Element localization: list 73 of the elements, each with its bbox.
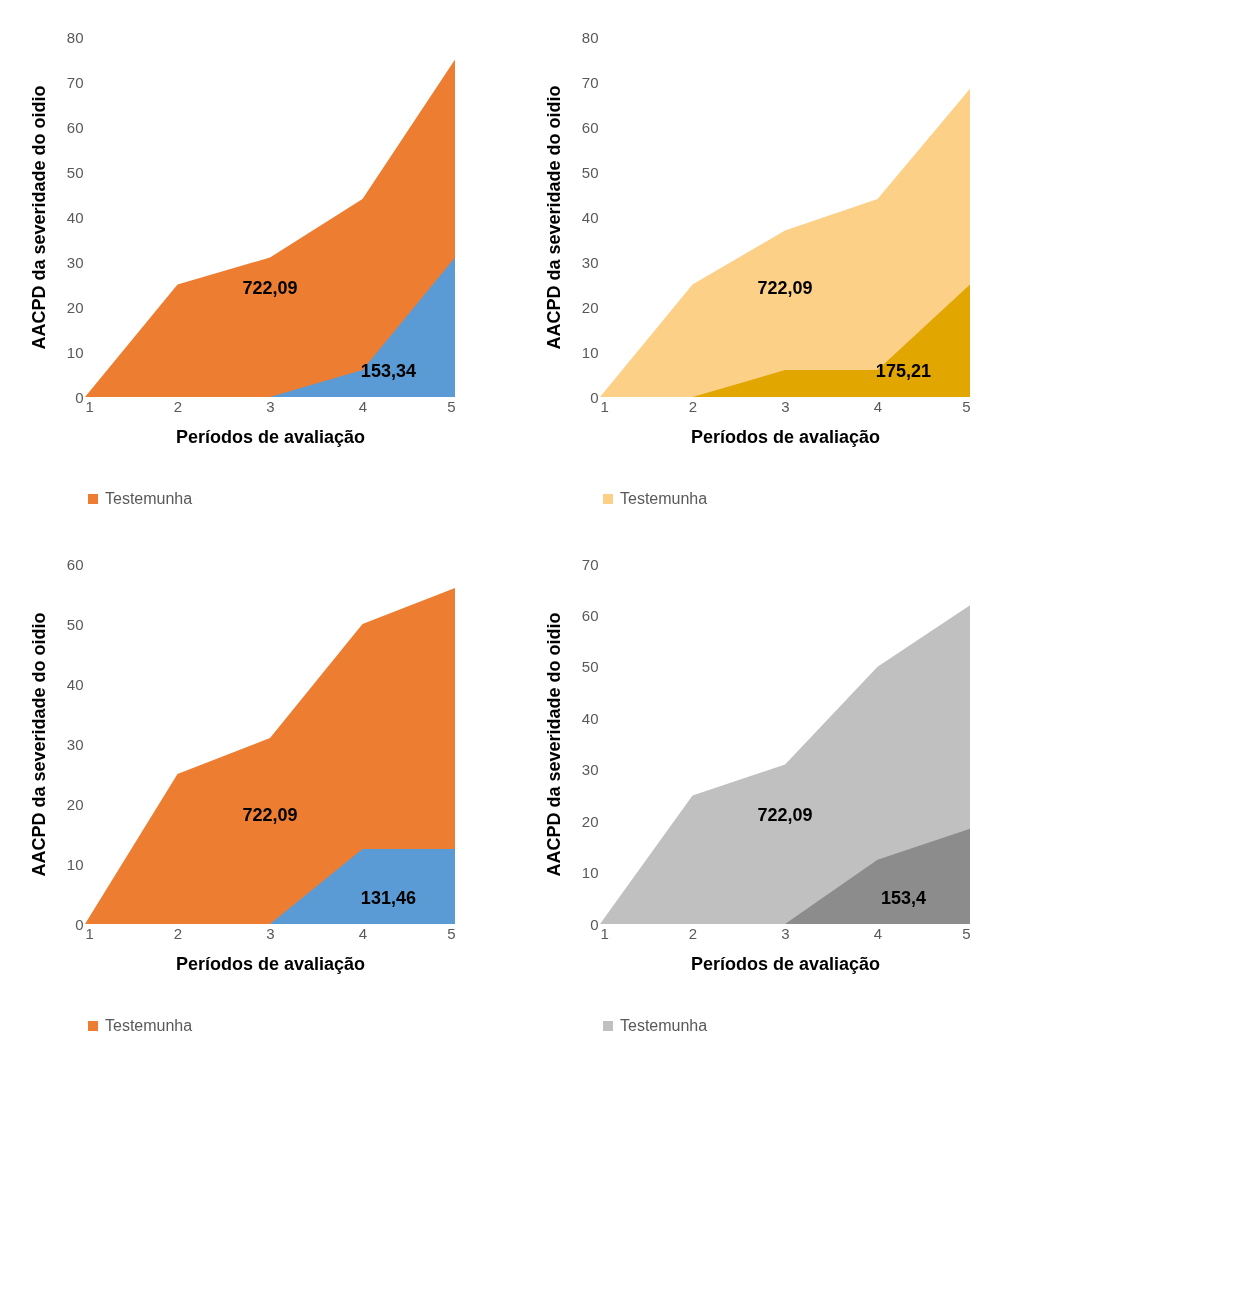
y-tick-label: 80 xyxy=(66,28,84,46)
y-tick-label: 30 xyxy=(66,253,84,271)
x-tick-label: 3 xyxy=(781,924,790,942)
y-tick-label: 60 xyxy=(581,606,599,624)
y-tick-label: 80 xyxy=(581,28,599,46)
y-tick-label: 10 xyxy=(66,343,84,361)
y-tick-label: 50 xyxy=(581,658,599,676)
annotation: 722,09 xyxy=(757,805,813,825)
legend-label: Testemunha xyxy=(620,1017,708,1034)
legend-label: Testemunha xyxy=(105,490,193,507)
y-tick-label: 0 xyxy=(75,388,84,406)
annotation: 131,46 xyxy=(360,887,416,908)
x-axis-title: Períodos de avaliação xyxy=(175,426,366,447)
y-axis-title: AACPD da severidade do oidio xyxy=(543,612,564,877)
x-tick-label: 1 xyxy=(85,924,94,942)
annotation: 722,09 xyxy=(242,805,298,825)
y-tick-label: 60 xyxy=(581,118,599,136)
x-tick-label: 2 xyxy=(173,397,183,415)
x-tick-label: 4 xyxy=(873,924,883,942)
x-tick-label: 5 xyxy=(962,924,971,942)
y-tick-label: 60 xyxy=(66,555,84,573)
y-tick-label: 40 xyxy=(581,709,599,727)
x-tick-label: 1 xyxy=(85,397,94,415)
y-tick-label: 0 xyxy=(590,915,599,933)
x-tick-label: 1 xyxy=(600,397,609,415)
x-tick-label: 1 xyxy=(600,924,609,942)
y-tick-label: 20 xyxy=(66,795,84,813)
y-tick-label: 20 xyxy=(66,298,84,316)
y-tick-label: 70 xyxy=(581,73,599,91)
x-tick-label: 3 xyxy=(781,397,790,415)
x-tick-label: 3 xyxy=(266,924,275,942)
x-tick-label: 3 xyxy=(266,397,275,415)
x-axis-title: Períodos de avaliação xyxy=(690,426,881,447)
y-tick-label: 30 xyxy=(581,761,599,779)
y-tick-label: 20 xyxy=(581,298,599,316)
x-tick-label: 4 xyxy=(873,397,883,415)
y-tick-label: 10 xyxy=(581,864,599,882)
x-tick-label: 5 xyxy=(447,924,456,942)
y-tick-label: 50 xyxy=(66,615,84,633)
y-axis-title: AACPD da severidade do oidio xyxy=(543,85,564,350)
y-tick-label: 70 xyxy=(581,555,599,573)
y-axis-title: AACPD da severidade do oidio xyxy=(28,612,49,877)
annotation: 722,09 xyxy=(242,278,298,298)
annotation: 153,4 xyxy=(880,887,926,908)
x-tick-label: 2 xyxy=(688,397,698,415)
y-tick-label: 50 xyxy=(581,163,599,181)
x-tick-label: 5 xyxy=(962,397,971,415)
y-tick-label: 50 xyxy=(66,163,84,181)
y-tick-label: 40 xyxy=(66,208,84,226)
x-axis-title: Períodos de avaliação xyxy=(690,953,881,974)
y-tick-label: 0 xyxy=(75,915,84,933)
y-tick-label: 70 xyxy=(66,73,84,91)
y-tick-label: 0 xyxy=(590,388,599,406)
y-axis-title: AACPD da severidade do oidio xyxy=(28,85,49,350)
y-tick-label: 10 xyxy=(66,855,84,873)
annotation: 175,21 xyxy=(875,360,931,381)
annotation: 722,09 xyxy=(757,278,813,298)
annotation: 153,34 xyxy=(360,360,416,381)
y-tick-label: 40 xyxy=(581,208,599,226)
x-tick-label: 2 xyxy=(688,924,698,942)
x-tick-label: 2 xyxy=(173,924,183,942)
y-tick-label: 30 xyxy=(66,735,84,753)
x-tick-label: 5 xyxy=(447,397,456,415)
legend-label: Testemunha xyxy=(105,1017,193,1034)
x-axis-title: Períodos de avaliação xyxy=(175,953,366,974)
y-tick-label: 40 xyxy=(66,675,84,693)
y-tick-label: 20 xyxy=(581,812,599,830)
y-tick-label: 60 xyxy=(66,118,84,136)
x-tick-label: 4 xyxy=(358,924,368,942)
y-tick-label: 30 xyxy=(581,253,599,271)
y-tick-label: 10 xyxy=(581,343,599,361)
x-tick-label: 4 xyxy=(358,397,368,415)
legend-label: Testemunha xyxy=(620,490,708,507)
